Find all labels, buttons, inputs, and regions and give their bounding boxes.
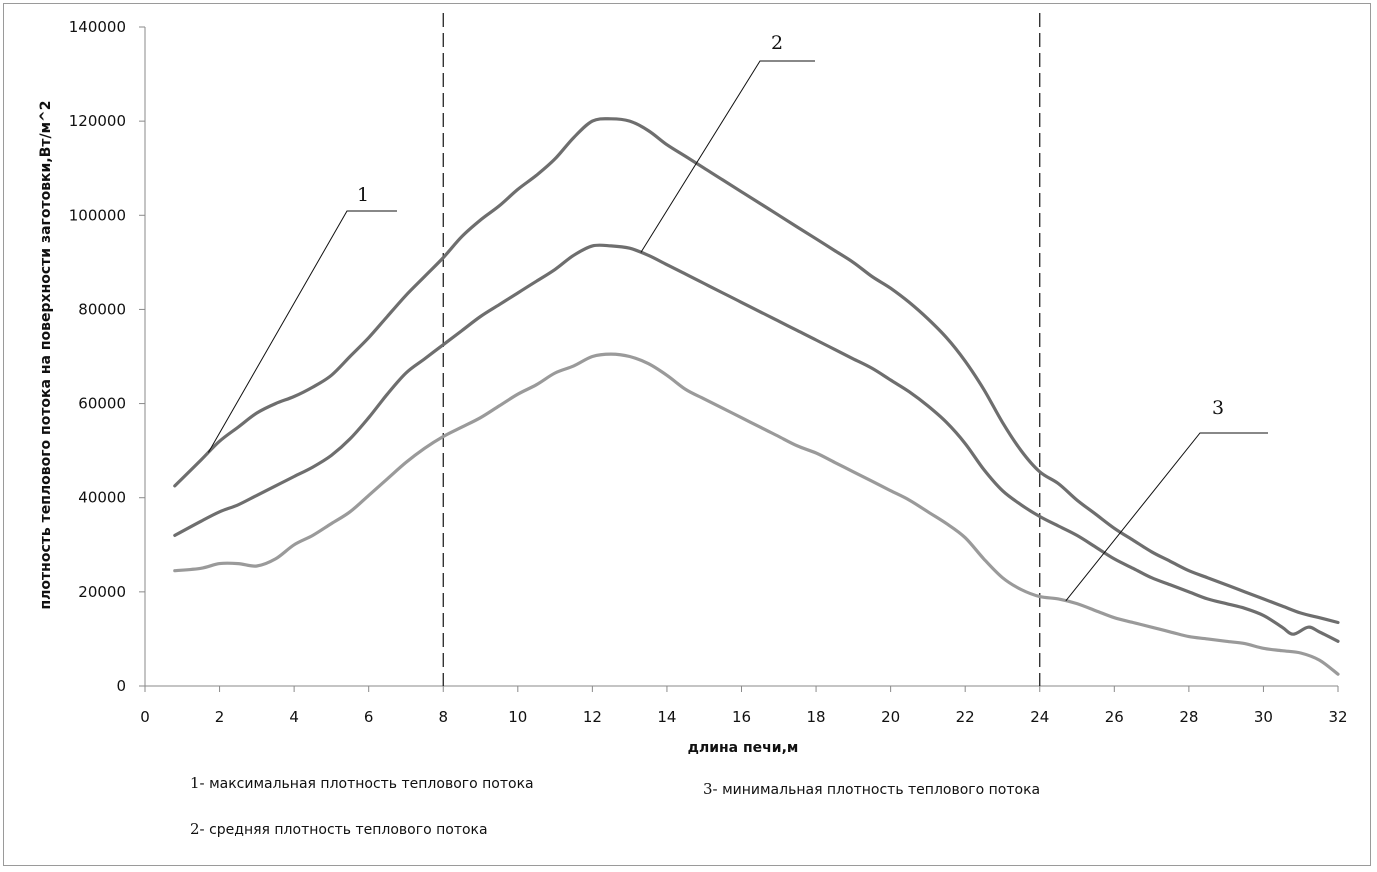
x-tick-label: 18 — [807, 708, 826, 726]
x-tick-label: 30 — [1254, 708, 1273, 726]
callout-leader-3 — [1065, 432, 1268, 602]
legend-item-1-number: 1- — [190, 774, 205, 792]
y-tick-label: 40000 — [78, 489, 126, 507]
callout-label-2: 2 — [771, 32, 783, 54]
legend-item-3-text: минимальная плотность теплового потока — [722, 782, 1041, 798]
x-tick-label: 14 — [657, 708, 676, 726]
x-tick-label: 4 — [289, 708, 299, 726]
legend-item-1-text: максимальная плотность теплового потока — [209, 776, 534, 792]
x-tick-label: 26 — [1105, 708, 1124, 726]
series-lines — [173, 117, 1340, 676]
x-tick-label: 32 — [1328, 708, 1347, 726]
x-tick-label: 0 — [140, 708, 150, 726]
callout-leader-1 — [207, 210, 397, 453]
legend-item-2: 2- средняя плотность теплового потока — [190, 820, 488, 838]
y-tick-label: 100000 — [69, 206, 126, 224]
y-tick-label: 20000 — [78, 583, 126, 601]
x-tick-label: 22 — [956, 708, 975, 726]
axes — [139, 26, 1339, 692]
x-axis-label: длина печи,м — [688, 740, 799, 756]
y-tick-label: 140000 — [69, 18, 126, 36]
series-line-3 — [173, 352, 1340, 676]
chart-frame — [3, 3, 1371, 866]
callouts: 1 2 3 — [207, 32, 1268, 602]
x-tick-label: 6 — [364, 708, 374, 726]
x-tick-label: 2 — [215, 708, 225, 726]
series-line-2 — [173, 243, 1340, 643]
legend-item-3: 3- минимальная плотность теплового поток… — [703, 780, 1040, 798]
y-tick-label: 80000 — [78, 300, 126, 318]
y-tick-label: 120000 — [69, 112, 126, 130]
legend-item-2-text: средняя плотность теплового потока — [209, 822, 488, 838]
x-tick-label: 24 — [1030, 708, 1049, 726]
callout-label-1: 1 — [357, 184, 369, 206]
legend-item-1: 1- максимальная плотность теплового пото… — [190, 774, 534, 792]
x-tick-label: 16 — [732, 708, 751, 726]
x-tick-label: 8 — [438, 708, 448, 726]
x-tick-label: 10 — [508, 708, 527, 726]
tick-labels: 0 20000 40000 60000 80000 100000 120000 140000 0… — [69, 18, 1348, 726]
y-tick-label: 60000 — [78, 395, 126, 413]
y-axis-label: плотность теплового потока на поверхност… — [38, 100, 54, 609]
legend-item-2-number: 2- — [190, 820, 205, 838]
x-tick-label: 28 — [1179, 708, 1198, 726]
y-tick-label: 0 — [116, 677, 126, 695]
callout-leader-2 — [640, 60, 815, 253]
series-line-1 — [173, 117, 1340, 625]
x-tick-label: 20 — [881, 708, 900, 726]
vertical-markers — [442, 13, 1041, 686]
legend-item-3-number: 3- — [703, 780, 718, 798]
x-tick-label: 12 — [583, 708, 602, 726]
callout-label-3: 3 — [1212, 397, 1224, 419]
